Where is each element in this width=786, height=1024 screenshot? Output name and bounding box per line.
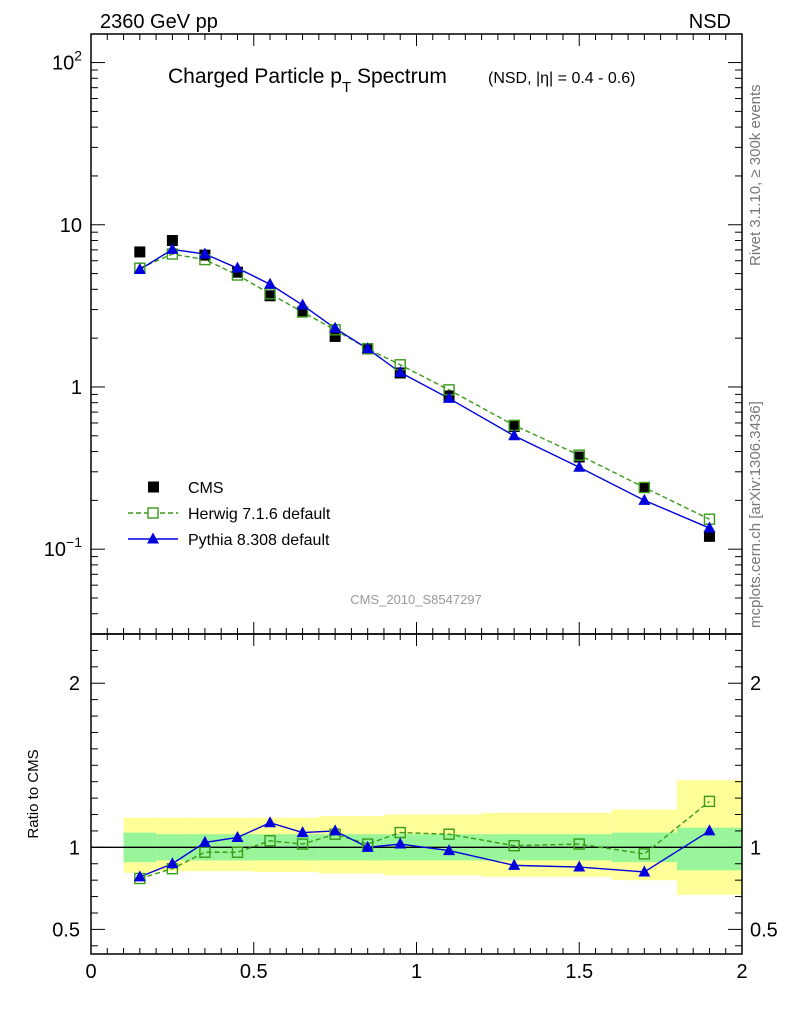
herwig-ratio-point (231, 846, 244, 858)
pythia-ratio-point (296, 826, 309, 838)
ratio-y-tick-label-right: 1 (750, 837, 761, 859)
herwig-ratio-point (508, 839, 520, 852)
x-tick-label: 0 (85, 961, 96, 983)
ratio-y-tick-label-left: 0.5 (52, 919, 80, 941)
pythia-ratio-point (166, 857, 179, 869)
herwig-point (638, 481, 651, 494)
herwig-ratio-point (296, 838, 309, 850)
pythia-point (296, 298, 309, 310)
legend-entry-label: Pythia 8.308 default (188, 532, 330, 549)
x-tick-label: 1.5 (565, 961, 593, 983)
herwig-ratio-point (443, 828, 455, 840)
chart-title-subscript: T (342, 79, 351, 96)
ratio-panel-frame (90, 633, 743, 955)
cms-point (166, 234, 178, 246)
pythia-ratio-point (703, 824, 716, 836)
pythia-point (198, 247, 211, 259)
ratio-y-axis-label: Ratio to CMS (25, 749, 42, 838)
pythia-ratio-point (361, 840, 374, 852)
herwig-ratio-point (573, 838, 585, 850)
cms-point (703, 530, 715, 542)
pythia-line (139, 248, 710, 529)
data-series (133, 234, 716, 885)
ratio-y-tick-label-right: 0.5 (750, 919, 778, 941)
cms-point (297, 306, 309, 318)
pythia-point (361, 342, 374, 354)
pythia-point (264, 277, 277, 289)
pythia-point (443, 391, 456, 403)
pythia-ratio-point (264, 816, 277, 828)
pythia-point (231, 261, 244, 273)
header-process-label: NSD (689, 11, 731, 33)
pythia-ratio-point (394, 837, 407, 849)
pythia-point (329, 321, 342, 333)
x-tick-label: 1 (411, 961, 422, 983)
cms-point (508, 421, 520, 433)
pythia-ratio-point (329, 824, 342, 836)
legend-herwig-marker (147, 507, 159, 519)
pythia-point (508, 429, 521, 441)
ratio-y-tick-label-left: 1 (69, 837, 80, 859)
pythia-point (394, 365, 407, 377)
y-tick-label: 102 (52, 48, 82, 75)
herwig-ratio-point (264, 835, 276, 847)
x-tick-label: 2 (736, 961, 747, 983)
chart-title-main: Charged Particle p (168, 65, 342, 88)
herwig-line (139, 253, 710, 520)
cms-point (329, 330, 341, 342)
pythia-point (638, 493, 651, 505)
chart-title-tail: Spectrum (351, 65, 447, 88)
herwig-point (573, 449, 585, 461)
pythia-ratio-point (133, 870, 146, 882)
pythia-ratio-point (508, 858, 521, 870)
legend-entry-label: CMS (188, 480, 224, 497)
y-tick-label: 10−1 (44, 534, 82, 561)
pythia-ratio-point (638, 865, 651, 877)
legend: CMS Herwig 7.1.6 default Pythia 8.308 defa… (128, 480, 331, 549)
pythia-point (166, 242, 179, 254)
ratio-y-tick-label-left: 2 (69, 673, 80, 695)
ratio-y-tick-label-right: 2 (750, 673, 761, 695)
y-tick-label: 10 (60, 215, 82, 237)
header-energy-label: 2360 GeV pp (100, 11, 218, 33)
cms-point (638, 482, 650, 494)
cms-point (573, 451, 585, 463)
ratio-uncertainty-band (123, 780, 742, 895)
pythia-ratio-line (139, 821, 710, 878)
x-tick-label: 0.5 (240, 961, 268, 983)
pythia-ratio-point (443, 844, 456, 856)
pythia-point (703, 521, 716, 533)
chart-subtitle: (NSD, |η| = 0.4 - 0.6) (488, 70, 635, 87)
pythia-ratio-point (231, 830, 244, 842)
herwig-point (264, 288, 276, 300)
cms-point (264, 290, 276, 302)
chart-title: Charged Particle pT Spectrum (168, 65, 447, 96)
mcplots-label: mcplots.cern.ch [arXiv:1306.3436] (747, 401, 764, 628)
herwig-ratio-point (703, 795, 716, 808)
herwig-ratio-point (199, 846, 211, 858)
legend-cms-marker (148, 481, 159, 493)
pythia-ratio-point (573, 860, 586, 872)
y-tick-label: 1 (71, 377, 82, 399)
herwig-ratio-point (638, 848, 651, 860)
rivet-version-label: Rivet 3.1.10, ≥ 300k events (747, 84, 764, 266)
legend-entry-label: Herwig 7.1.6 default (188, 506, 331, 523)
legend-pythia-marker (147, 532, 159, 544)
pythia-ratio-point (198, 835, 211, 847)
analysis-watermark: CMS_2010_S8547297 (350, 592, 482, 607)
pythia-point (133, 262, 146, 274)
cms-point (134, 246, 146, 258)
pythia-point (573, 460, 586, 472)
